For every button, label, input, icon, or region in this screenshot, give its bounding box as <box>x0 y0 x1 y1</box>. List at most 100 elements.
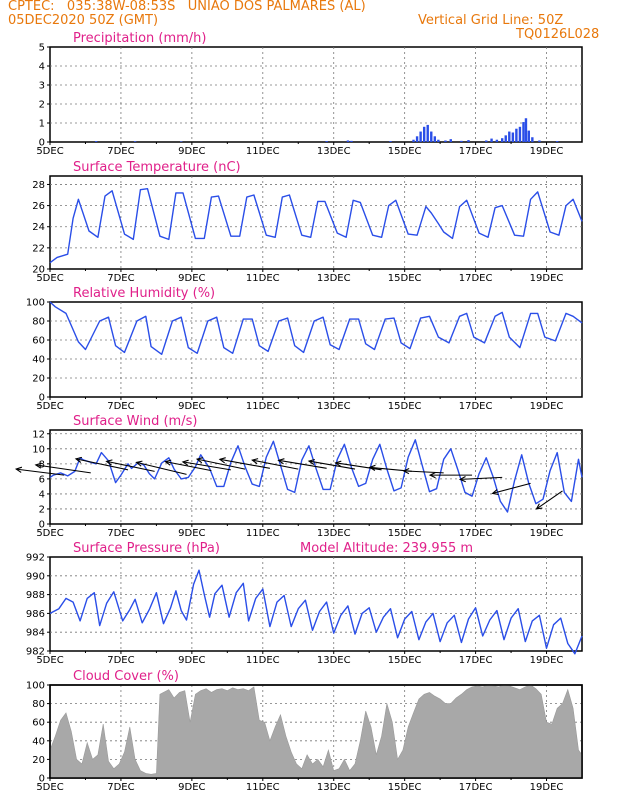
precip-frame <box>49 46 583 143</box>
precip-bar <box>426 124 429 142</box>
temp-ytick-label: 24 <box>32 222 45 233</box>
precip-bar <box>94 141 98 142</box>
pressure-ytick-label: 990 <box>26 571 45 582</box>
pressure-ytick-label: 982 <box>26 647 45 658</box>
wind-vector-head <box>277 458 285 465</box>
precip-xtick-label: 17DEC <box>459 146 493 157</box>
temp-xtick-label: 13DEC <box>317 273 351 284</box>
rh-xtick-label: 13DEC <box>317 401 351 412</box>
pressure-ytick-label: 984 <box>26 628 45 639</box>
rh-xtick-label: 7DEC <box>107 401 134 412</box>
temp-xtick-label: 15DEC <box>388 273 422 284</box>
wind-vector <box>16 468 65 476</box>
wind-vector <box>278 459 327 469</box>
header-line1: CPTEC: 035:38W-08:53S UNIAO DOS PALMARES… <box>8 0 366 14</box>
wind-xtick-label: 9DEC <box>178 528 205 539</box>
wind-ytick-label: 12 <box>32 429 45 440</box>
precip-bar <box>508 131 511 142</box>
temp-xtick-label: 9DEC <box>178 273 205 284</box>
temp-ytick-label: 26 <box>32 201 45 212</box>
rh-ytick-label: 40 <box>32 355 45 366</box>
wind-vector-head <box>135 460 143 467</box>
wind-vector <box>536 490 563 510</box>
wind-vector <box>35 464 91 474</box>
temp-series-line <box>49 188 583 264</box>
wind-vector-head <box>307 458 315 466</box>
rh-xtick-label: 19DEC <box>530 401 564 412</box>
rh-panel: 5DEC 7DEC 9DEC 11DEC 13DEC 15DEC 17DEC 19DEC 0 20… <box>26 286 583 412</box>
wind-vector <box>106 460 155 472</box>
precip-xtick-label: 9DEC <box>178 146 205 157</box>
wind-xtick-label: 7DEC <box>107 528 134 539</box>
precip-bar <box>133 141 137 142</box>
rh-xtick-label: 9DEC <box>178 401 205 412</box>
temp-ytick-label: 20 <box>32 265 45 276</box>
wind-ytick-label: 4 <box>39 489 45 500</box>
wind-xtick-label: 15DEC <box>388 528 422 539</box>
wind-vector <box>75 458 129 471</box>
temp-panel: 5DEC 7DEC 9DEC 11DEC 13DEC 15DEC 17DEC 19DEC 20 2… <box>32 160 583 284</box>
precip-bar <box>495 139 499 142</box>
wind-xtick-label: 17DEC <box>459 528 493 539</box>
cloud-ytick-label: 60 <box>32 718 45 729</box>
wind-vector-head <box>74 456 83 463</box>
pressure-ytick-label: 992 <box>26 553 45 564</box>
header-line3-right: TQ0126L028 <box>516 27 600 42</box>
rh-frame <box>49 301 583 398</box>
rh-ytick-label: 0 <box>39 393 45 404</box>
precip-bar <box>538 140 541 142</box>
wind-vector-head <box>368 464 376 471</box>
pressure-panel: 5DEC 7DEC 9DEC 11DEC 13DEC 15DEC 17DEC 19DEC 982… <box>26 541 583 666</box>
precip-bar <box>346 140 350 142</box>
temp-xtick-label: 5DEC <box>36 273 63 284</box>
pressure-xtick-label: 7DEC <box>107 655 134 666</box>
wind-vector <box>165 461 212 472</box>
cloud-xtick-label: 9DEC <box>178 782 205 793</box>
precip-xtick-label: 15DEC <box>388 146 422 157</box>
precip-ytick-label: 2 <box>39 100 45 111</box>
precip-bar <box>444 140 447 142</box>
precip-bar <box>419 131 422 142</box>
cloud-frame-overlay <box>49 684 583 779</box>
pressure-ytick-label: 988 <box>26 590 45 601</box>
pressure-xtick-label: 11DEC <box>246 655 280 666</box>
wind-xtick-label: 5DEC <box>36 528 63 539</box>
precip-bar <box>518 126 522 142</box>
precip-bar <box>180 141 183 142</box>
precip-ytick-label: 0 <box>39 138 45 149</box>
precip-bar <box>555 141 559 142</box>
precip-xtick-label: 11DEC <box>246 146 280 157</box>
cloud-xtick-label: 11DEC <box>246 782 280 793</box>
cloud-xtick-label: 5DEC <box>36 782 63 793</box>
temp-ytick-label: 22 <box>32 243 45 254</box>
precip-ytick-label: 5 <box>39 43 45 54</box>
wind-ytick-label: 2 <box>39 504 45 515</box>
wind-vector-head <box>195 457 204 464</box>
cloud-ytick-label: 100 <box>26 681 45 692</box>
cloud-title: Cloud Cover (%) <box>73 669 179 684</box>
wind-xtick-label: 19DEC <box>530 528 564 539</box>
temp-xtick-label: 19DEC <box>530 273 564 284</box>
rh-ytick-label: 100 <box>26 298 45 309</box>
wind-vector-head <box>181 459 189 466</box>
precip-xtick-label: 19DEC <box>530 146 564 157</box>
header-line2-right: Vertical Grid Line: 50Z <box>418 13 564 28</box>
precip-bar <box>527 130 530 142</box>
wind-vector-head <box>458 476 466 483</box>
precip-ytick-label: 4 <box>39 62 45 73</box>
temp-xtick-label: 11DEC <box>246 273 280 284</box>
precip-bar <box>449 139 452 142</box>
precip-bar <box>515 128 518 142</box>
precip-bar <box>504 135 507 142</box>
pressure-xtick-label: 9DEC <box>178 655 205 666</box>
wind-ytick-label: 10 <box>32 444 45 455</box>
wind-vector-head <box>402 467 410 475</box>
rh-xtick-label: 15DEC <box>388 401 422 412</box>
wind-panel: 5DEC 7DEC 9DEC 11DEC 13DEC 15DEC 17DEC 19DEC 0 2 4… <box>14 414 583 539</box>
cloud-xtick-label: 13DEC <box>317 782 351 793</box>
cloud-area <box>49 684 583 779</box>
pressure-frame <box>49 556 583 652</box>
wind-vector <box>182 461 231 471</box>
precip-bar <box>437 139 440 142</box>
